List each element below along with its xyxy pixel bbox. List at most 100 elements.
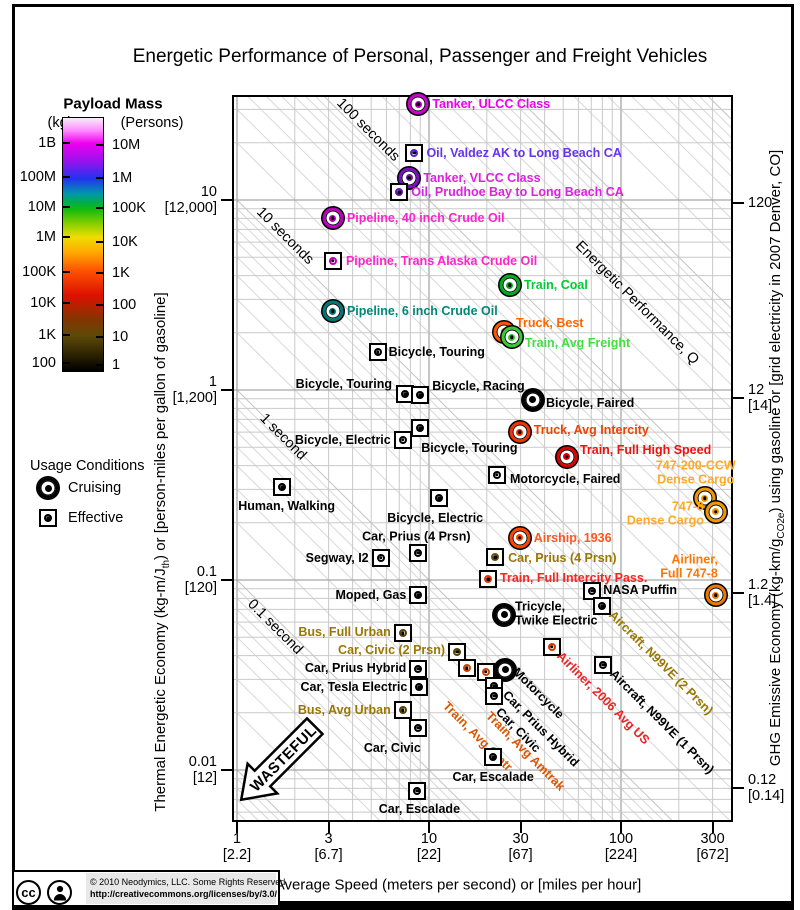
marker-car-prius-4-prsn- [409, 543, 428, 562]
diagonal-gridline [236, 446, 617, 822]
diagonal-gridline [236, 298, 733, 790]
diagonal-gridline [303, 95, 733, 519]
label-tanker-vlcc-class: Tanker, VLCC Class [423, 170, 541, 185]
diagonal-gridline [236, 465, 598, 822]
marker-dot [397, 190, 401, 194]
marker-motorcycle-faired [487, 465, 506, 484]
marker-ring [44, 484, 52, 492]
marker-dot [531, 398, 535, 402]
label-moped-gas: Moped, Gas [335, 588, 407, 603]
label-tricycle-twike-electric: Tricycle, Twike Electric [515, 599, 598, 628]
marker-ring [701, 494, 709, 502]
marker-dot [486, 577, 490, 581]
marker-ring [414, 548, 423, 557]
marker-dot [416, 593, 421, 598]
y-left-tick-label-0.1: 0.1 [120] [184, 563, 217, 596]
marker-ring [484, 575, 493, 584]
label-bus-avg-urban: Bus, Avg Urban [297, 703, 391, 718]
marker-tanker-ulcc-class [407, 93, 429, 115]
marker-ring [547, 642, 556, 651]
diagonal-gridline [379, 95, 733, 444]
payload-persons-label-10K: 10K [112, 234, 138, 250]
label-truck-best: Truck, Best [516, 315, 584, 330]
gridlines-group [232, 95, 733, 822]
marker-aircraft-n99ve-2-prsn- [593, 597, 612, 616]
marker-ring [516, 534, 524, 542]
marker-bicycle-faired [522, 389, 544, 411]
label-oil-prudhoe-bay-to-long-beach-ca: Oil, Prudhoe Bay to Long Beach CA [411, 184, 624, 199]
marker-dot [510, 335, 514, 339]
marker-car-civic [485, 686, 504, 705]
license-url[interactable]: http://creativecommons.org/licenses/by/3… [90, 889, 278, 900]
marker-ring [416, 391, 425, 400]
marker-oil-valdez-ak-to-long-beach-ca [405, 143, 424, 162]
marker-ring [501, 666, 509, 674]
marker-truck-avg-intercity [509, 421, 531, 443]
payload-kg-label-10K: 10K [30, 295, 56, 311]
tick-mark [221, 769, 233, 771]
marker-car-prius-4-prsn- [486, 548, 505, 567]
marker-dot [46, 486, 50, 490]
marker-dot [601, 663, 605, 667]
marker-dot [518, 535, 522, 540]
marker-dot [492, 693, 497, 698]
diagonal-gridline [605, 95, 733, 220]
cc-icon: cc [16, 880, 41, 905]
diagonal-gridline [236, 256, 733, 748]
marker-dot [375, 350, 380, 354]
diagonal-gridline [629, 95, 733, 197]
label-train-full-high-speed: Train, Full High Speed [579, 442, 712, 457]
marker-ring [410, 148, 419, 157]
tick-mark [711, 822, 714, 833]
marker-pipeline-trans-alaska-crude-oil [323, 251, 342, 270]
label-bicycle-electric: Bicycle, Electric [387, 511, 484, 526]
marker-dot [455, 650, 459, 654]
diagonal-gridline [236, 208, 733, 700]
payload-persons-header: (Persons) [120, 115, 184, 131]
label-car-prius-hybrid: Car, Prius Hybrid [304, 660, 407, 675]
marker-dot [331, 258, 335, 263]
marker-dot [417, 685, 422, 690]
payload-persons-label-100K: 100K [112, 200, 146, 216]
marker-ring [599, 660, 608, 669]
y-left-title-pre: Thermal Energetic Economy (kg-m/J [152, 568, 169, 812]
plot-area [232, 95, 733, 822]
marker-dot [492, 683, 497, 688]
usage-legend-title: Usage Conditions [30, 458, 145, 474]
payload-kg-label-100K: 100K [22, 264, 56, 280]
payload-persons-label-100: 100 [112, 297, 137, 313]
marker-dot [550, 645, 554, 649]
marker-ring [398, 706, 407, 715]
diagonal-gridline [236, 408, 656, 822]
diagonal-gridline [236, 241, 733, 733]
x-tick-label-300: 300 [672] [696, 831, 729, 864]
payload-persons-label-1M: 1M [112, 170, 133, 186]
diagonal-gridline [687, 95, 733, 139]
marker-ring [398, 629, 407, 637]
marker-dot [495, 473, 499, 477]
tick-mark [519, 822, 522, 833]
marker-ring [413, 786, 422, 795]
label-car-civic: Car, Civic [363, 740, 421, 755]
marker-dot [493, 555, 497, 559]
payload-kg-tick [62, 334, 70, 336]
payload-kg-tick [62, 176, 70, 178]
label-car-escalade: Car, Escalade [452, 770, 534, 785]
marker-dot [491, 755, 495, 759]
marker-dot [464, 666, 469, 670]
diagonal-gridline [236, 398, 666, 822]
tick-mark [732, 592, 744, 594]
x-tick-label-10: 10 [22] [416, 831, 442, 864]
y-right-title-post: ) using gasoline or [grid electricity in… [767, 149, 784, 513]
label-train-avg-freight: Train, Avg Freight [524, 335, 631, 350]
diagonal-gridline [245, 95, 733, 577]
label-airliner-full-747-8: Airliner, Full 747-8 [660, 552, 718, 581]
payload-kg-label-100M: 100M [19, 169, 56, 185]
diagonal-gridline [236, 389, 675, 822]
marker-car-escalade [408, 781, 427, 800]
marker-bicycle-electric [430, 489, 449, 508]
person-icon [53, 885, 66, 900]
y-left-tick-label-0.01: 0.01 [12] [188, 753, 217, 786]
marker-dot [590, 589, 594, 593]
